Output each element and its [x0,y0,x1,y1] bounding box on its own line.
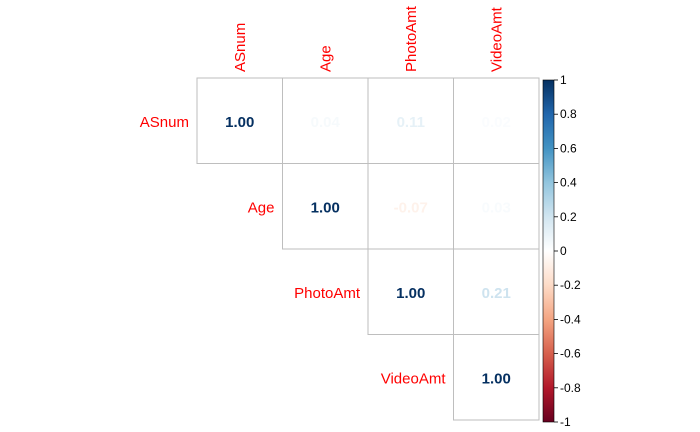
colorbar-tick-label: -0.4 [560,312,581,326]
cell-ASnum-ASnum [196,77,283,164]
column-label-PhotoAmt: PhotoAmt [403,5,420,72]
row-label-ASnum: ASnum [140,114,189,131]
cell-value-Age-Age: 1.00 [311,199,340,216]
colorbar [542,79,555,423]
colorbar-tick-label: 0.8 [560,107,577,121]
cell-ASnum-VideoAmt [453,77,540,164]
cell-value-Age-VideoAmt: 0.03 [482,199,511,216]
cell-value-ASnum-VideoAmt: 0.02 [482,114,511,131]
colorbar-tick-label: 0.4 [560,176,577,190]
colorbar-tick-label: 0 [560,244,567,258]
row-label-VideoAmt: VideoAmt [381,370,447,387]
cell-Age-Age [282,163,369,250]
cell-PhotoAmt-PhotoAmt [367,248,454,335]
row-label-PhotoAmt: PhotoAmt [294,285,361,302]
colorbar-tick-label: -0.6 [560,347,581,361]
row-label-Age: Age [248,199,275,216]
colorbar-tick-label: 1 [560,73,567,87]
cell-VideoAmt-VideoAmt [453,334,540,421]
cell-value-ASnum-Age: 0.04 [311,114,341,131]
colorbar-tick-label: -1 [560,415,571,429]
colorbar-tick-label: 0.2 [560,210,577,224]
colorbar-tick-label: 0.6 [560,141,577,155]
cell-ASnum-Age [282,77,369,164]
column-label-Age: Age [317,45,334,72]
cell-value-PhotoAmt-VideoAmt: 0.21 [482,285,511,302]
colorbar-tick-label: -0.8 [560,381,581,395]
cell-value-ASnum-PhotoAmt: 0.11 [397,114,425,131]
cell-value-PhotoAmt-PhotoAmt: 1.00 [396,285,425,302]
cell-value-VideoAmt-VideoAmt: 1.00 [482,370,511,387]
cell-value-Age-PhotoAmt: -0.07 [394,199,428,216]
column-label-ASnum: ASnum [232,23,249,72]
cell-Age-PhotoAmt [367,163,454,250]
cell-value-ASnum-ASnum: 1.00 [225,114,254,131]
column-label-VideoAmt: VideoAmt [488,6,505,72]
colorbar-tick-label: -0.2 [560,278,581,292]
cell-ASnum-PhotoAmt [367,77,454,164]
